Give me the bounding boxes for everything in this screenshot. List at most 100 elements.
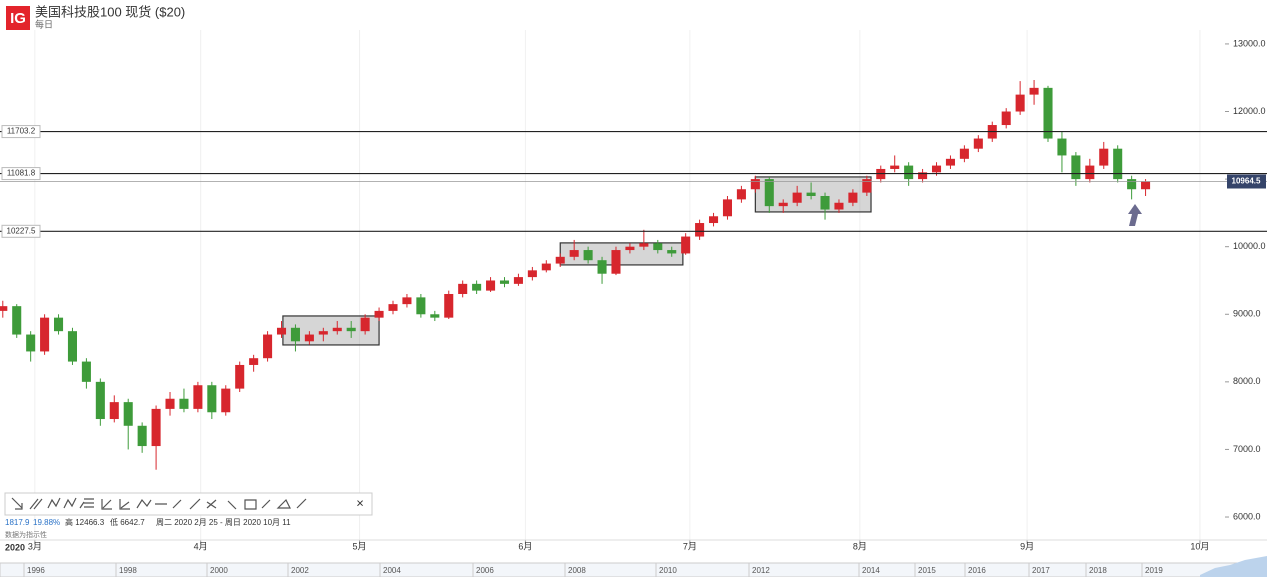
candle-body bbox=[444, 293, 454, 318]
candle-body bbox=[722, 199, 733, 217]
year-label: 2020 bbox=[5, 542, 25, 552]
candle-body bbox=[499, 280, 510, 284]
candle-body bbox=[1015, 94, 1025, 112]
last-price-label: 10964.5 bbox=[1232, 177, 1261, 186]
candle-body bbox=[123, 402, 133, 426]
candle-body bbox=[583, 250, 593, 261]
navigator-year: 2019 bbox=[1145, 566, 1163, 575]
x-tick-label: 3月 bbox=[28, 541, 42, 551]
navigator-year: 2008 bbox=[568, 566, 586, 575]
candle-body bbox=[569, 250, 579, 257]
candle-body bbox=[750, 179, 760, 190]
candle-body bbox=[918, 172, 928, 180]
navigator[interactable] bbox=[0, 562, 1267, 577]
y-tick-label: 8000.0 bbox=[1233, 376, 1261, 386]
logo-box bbox=[6, 6, 30, 30]
level-label: 11703.2 bbox=[7, 127, 36, 136]
candle-body bbox=[862, 179, 872, 193]
candle-body bbox=[973, 138, 983, 149]
y-tick-label: 12000.0 bbox=[1233, 106, 1266, 116]
x-tick-label: 4月 bbox=[194, 541, 208, 551]
candle-body bbox=[778, 202, 788, 207]
candle-body bbox=[388, 304, 398, 311]
candle-body bbox=[263, 334, 273, 359]
candle-body bbox=[1057, 138, 1067, 156]
candle-body bbox=[1127, 179, 1137, 190]
x-tick-label: 10月 bbox=[1190, 541, 1209, 551]
candle-body bbox=[1029, 87, 1039, 95]
candle-body bbox=[959, 148, 969, 159]
candle-body bbox=[764, 179, 774, 207]
candle-body bbox=[1113, 148, 1123, 180]
x-tick-label: 5月 bbox=[353, 541, 367, 551]
candle-body bbox=[165, 398, 175, 409]
x-tick-label: 8月 bbox=[853, 541, 867, 551]
y-tick-label: 13000.0 bbox=[1233, 38, 1266, 48]
toolbar: × bbox=[4, 492, 373, 516]
candle-body bbox=[346, 327, 356, 332]
candle-body bbox=[848, 192, 858, 203]
candle-body bbox=[834, 202, 844, 210]
candle-body bbox=[555, 256, 565, 264]
candle-body bbox=[1043, 87, 1053, 139]
candle-body bbox=[416, 297, 426, 315]
candle-body bbox=[904, 165, 914, 180]
candle-body bbox=[458, 283, 468, 294]
candle-body bbox=[304, 334, 314, 342]
candle-body bbox=[276, 327, 287, 335]
y-tick-label: 6000.0 bbox=[1233, 511, 1261, 521]
navigator-year: 2010 bbox=[659, 566, 677, 575]
candle-body bbox=[249, 358, 259, 365]
toolbar-icons[interactable] bbox=[11, 497, 307, 510]
arrow bbox=[1128, 204, 1142, 226]
navigator-year: 1996 bbox=[27, 566, 45, 575]
navigator-year: 2018 bbox=[1089, 566, 1107, 575]
candle-body bbox=[792, 192, 802, 203]
candle-body bbox=[193, 385, 203, 409]
candle-body bbox=[611, 250, 621, 274]
candle-body bbox=[402, 297, 412, 305]
candle-body bbox=[820, 195, 830, 210]
candle-body bbox=[806, 192, 816, 196]
navigator-year: 2015 bbox=[918, 566, 936, 575]
navigator-year: 2000 bbox=[210, 566, 228, 575]
navigator-year: 2002 bbox=[291, 566, 309, 575]
candle-body bbox=[40, 317, 50, 352]
candle-body bbox=[0, 306, 8, 311]
toolbar-box bbox=[4, 492, 373, 516]
x-tick-label: 7月 bbox=[683, 541, 697, 551]
y-tick-label: 9000.0 bbox=[1233, 309, 1261, 319]
candle-body bbox=[931, 165, 942, 173]
candle-body bbox=[151, 408, 161, 447]
stat-note: 数据为指示性 bbox=[5, 530, 47, 539]
navigator-year: 2014 bbox=[862, 566, 880, 575]
candle-body bbox=[207, 385, 217, 413]
candle-body bbox=[709, 216, 719, 224]
level-label-box bbox=[1, 167, 41, 181]
candle-body bbox=[179, 398, 189, 409]
candle-body bbox=[221, 388, 231, 413]
x-tick-label: 6月 bbox=[518, 541, 532, 551]
candle-body bbox=[12, 306, 22, 335]
y-tick-label: 10000.0 bbox=[1233, 241, 1266, 251]
y-tick-label: 7000.0 bbox=[1233, 444, 1261, 454]
candle-body bbox=[639, 243, 649, 247]
navigator-area bbox=[1200, 556, 1267, 577]
candle-body bbox=[945, 158, 955, 166]
toolbar-close[interactable]: × bbox=[356, 495, 364, 510]
stat-low: 低 6642.7 bbox=[110, 517, 145, 527]
candle-body bbox=[109, 402, 119, 420]
navigator-years: 1996 1998 2000 2002 2004 2006 2008 2010 2012 2014… bbox=[23, 563, 1163, 577]
candle-body bbox=[681, 236, 691, 254]
candle-body bbox=[625, 246, 635, 251]
candle-body bbox=[430, 314, 440, 318]
last-price-box bbox=[1227, 174, 1266, 189]
candle-body bbox=[26, 334, 36, 352]
logo: IG bbox=[10, 10, 26, 27]
candle-body bbox=[486, 280, 496, 291]
candle-body bbox=[890, 165, 900, 169]
candle-body bbox=[597, 260, 607, 274]
candle-body bbox=[667, 250, 677, 254]
candle-body bbox=[235, 364, 245, 389]
